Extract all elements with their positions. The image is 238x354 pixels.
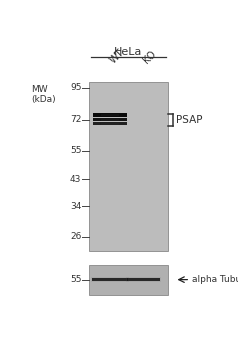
Text: PSAP: PSAP	[176, 115, 203, 125]
Bar	[126, 277, 161, 282]
Bar	[93, 122, 127, 125]
Bar	[127, 278, 160, 281]
Text: 72: 72	[70, 115, 81, 124]
Bar	[89, 265, 168, 295]
Bar	[101, 114, 119, 116]
Text: 55: 55	[70, 275, 81, 284]
Bar	[91, 277, 129, 282]
Text: MW
(kDa): MW (kDa)	[32, 85, 56, 104]
Text: WT: WT	[108, 48, 126, 66]
Bar	[93, 113, 127, 117]
Text: HeLa: HeLa	[114, 47, 143, 57]
Bar	[101, 119, 119, 121]
Bar	[101, 123, 119, 125]
Text: 43: 43	[70, 175, 81, 184]
Bar	[89, 82, 168, 251]
Text: 26: 26	[70, 233, 81, 241]
Bar	[93, 118, 127, 121]
Text: 55: 55	[70, 146, 81, 155]
Text: 34: 34	[70, 202, 81, 211]
Bar	[92, 278, 129, 281]
Text: 95: 95	[70, 84, 81, 92]
Text: alpha Tubulin: alpha Tubulin	[192, 275, 238, 284]
Text: KO: KO	[141, 49, 158, 66]
